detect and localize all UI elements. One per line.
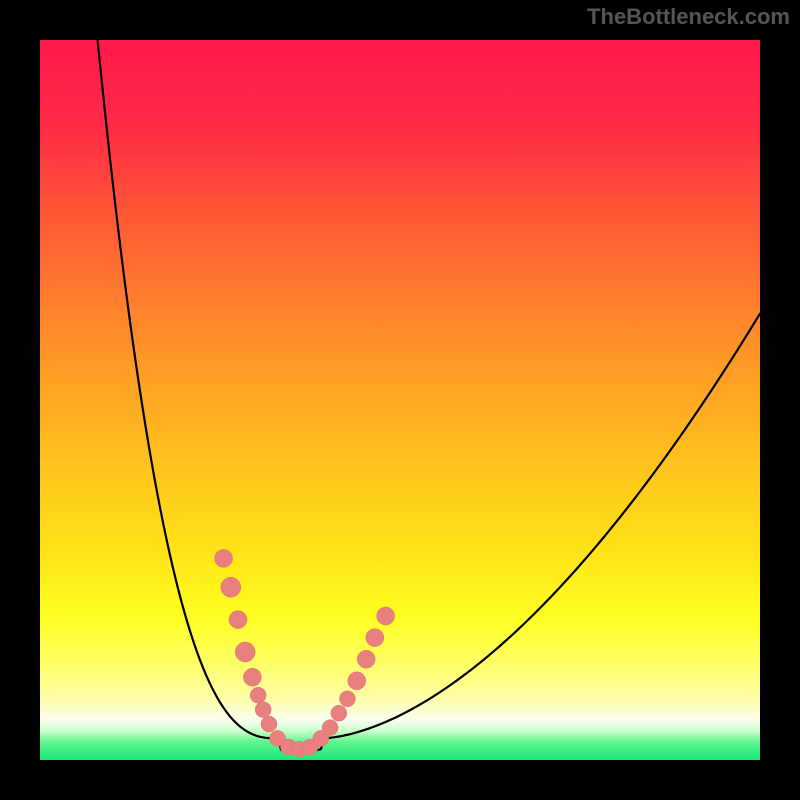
data-marker: [250, 687, 266, 703]
chart-svg: [0, 0, 800, 800]
data-marker: [322, 720, 338, 736]
data-marker: [377, 607, 395, 625]
data-marker: [215, 549, 233, 567]
data-marker: [366, 629, 384, 647]
data-marker: [357, 650, 375, 668]
data-marker: [339, 691, 355, 707]
data-marker: [261, 716, 277, 732]
data-marker: [235, 642, 255, 662]
data-marker: [229, 611, 247, 629]
bottleneck-chart: TheBottleneck.com: [0, 0, 800, 800]
data-marker: [243, 668, 261, 686]
plot-background: [40, 40, 760, 760]
data-marker: [331, 705, 347, 721]
data-marker: [348, 672, 366, 690]
watermark-text: TheBottleneck.com: [587, 4, 790, 30]
data-marker: [255, 702, 271, 718]
data-marker: [221, 577, 241, 597]
